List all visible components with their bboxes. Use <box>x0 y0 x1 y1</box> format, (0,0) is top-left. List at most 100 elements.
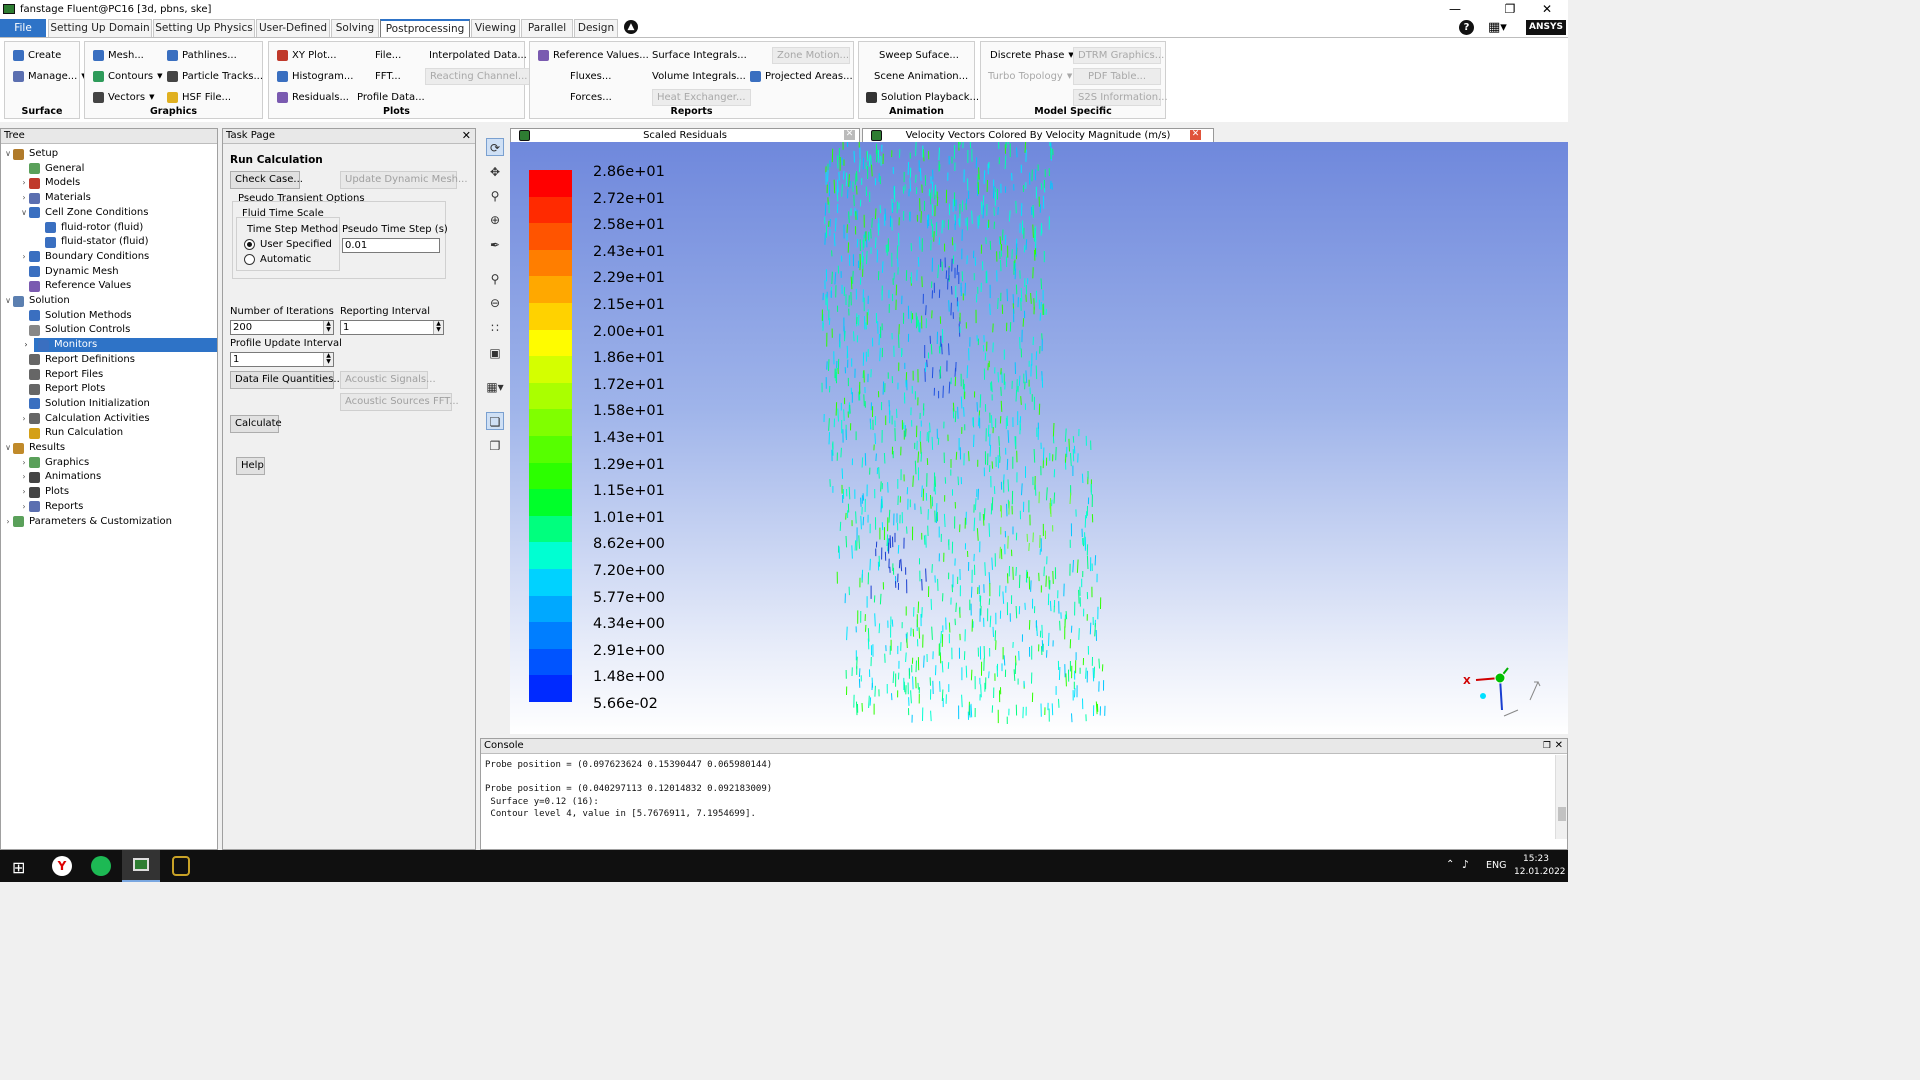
tree-expand-icon[interactable]: › <box>22 457 26 467</box>
acoustic-sources-fft-button[interactable]: Acoustic Sources FFT... <box>340 393 459 411</box>
hsf-file-button[interactable]: HSF File... <box>163 89 235 106</box>
tree-item[interactable]: Reference Values <box>19 279 131 293</box>
windows-start-icon[interactable]: ⊞ <box>12 858 26 877</box>
tree-item[interactable]: › Plots <box>19 485 69 499</box>
tree-item[interactable]: Dynamic Mesh <box>19 265 119 279</box>
fluxes-button[interactable]: Fluxes... <box>570 71 612 82</box>
residuals-button[interactable]: Residuals... <box>273 89 353 106</box>
vectors-button[interactable]: Vectors ▼ <box>89 89 158 106</box>
tree-item[interactable]: General <box>19 162 84 176</box>
tab-solving[interactable]: Solving <box>331 19 379 37</box>
league-of-legends-icon[interactable] <box>172 856 190 876</box>
layout-icon[interactable]: ▦▾ <box>1488 20 1507 35</box>
iterations-spinner[interactable]: ▲ ▼ <box>323 321 333 334</box>
tab-design[interactable]: Design <box>574 19 618 37</box>
tree-expand-icon[interactable]: › <box>24 340 28 350</box>
mesh-button[interactable]: Mesh... <box>89 47 148 64</box>
zoom-icon[interactable]: ⚲ <box>490 189 500 203</box>
pathlines-button[interactable]: Pathlines... <box>163 47 241 64</box>
solution-playback-button[interactable]: Solution Playback... <box>862 89 983 106</box>
pseudo-time-step-input[interactable]: 0.01 <box>342 238 440 253</box>
xy-plot-button[interactable]: XY Plot... <box>273 47 341 64</box>
tree-item[interactable]: › Materials <box>19 191 91 205</box>
manage-button[interactable]: Manage...▼ <box>9 68 91 85</box>
profile-update-interval-input[interactable]: 1 ▲ ▼ <box>230 352 334 367</box>
zoom-out-icon[interactable]: ⊖ <box>489 296 501 310</box>
console-scrollbar[interactable] <box>1555 755 1567 839</box>
projected-areas-button[interactable]: Projected Areas... <box>746 68 857 85</box>
tree-item[interactable]: ∨ Cell Zone Conditions <box>19 206 148 220</box>
acoustic-signals-button[interactable]: Acoustic Signals... <box>340 371 436 389</box>
data-file-quantities-button[interactable]: Data File Quantities... <box>230 371 343 389</box>
particle-tracks-button[interactable]: Particle Tracks... <box>163 68 267 85</box>
tree-expand-icon[interactable]: › <box>22 178 26 188</box>
tree-item[interactable]: Solution Controls <box>19 323 130 337</box>
reference-values-button[interactable]: Reference Values... <box>534 47 653 64</box>
tree-item[interactable]: › Models <box>19 176 80 190</box>
zoom-in-icon[interactable]: ⊕ <box>489 213 501 227</box>
tree-item[interactable]: › Boundary Conditions <box>19 250 149 264</box>
tab-parallel[interactable]: Parallel <box>521 19 573 37</box>
tree-item[interactable]: › Parameters & Customization <box>3 515 172 529</box>
tree-expand-icon[interactable]: › <box>22 413 26 423</box>
tree-item[interactable]: › Monitors <box>24 338 217 353</box>
tray-chevron-icon[interactable]: ⌃ <box>1446 859 1455 870</box>
iterations-input[interactable]: 200 ▲ ▼ <box>230 320 334 335</box>
close-residuals-tab-icon[interactable]: ✕ <box>844 129 855 140</box>
automatic-radio[interactable] <box>244 254 255 265</box>
plot-file-button[interactable]: File... <box>375 50 402 61</box>
tree-item[interactable]: › Reports <box>19 500 83 514</box>
tree-expand-icon[interactable]: › <box>6 516 10 526</box>
interpolated-data-button[interactable]: Interpolated Data... <box>429 50 527 61</box>
tree-item[interactable]: ∨ Results <box>3 441 65 455</box>
pan-icon[interactable]: ✥ <box>489 165 501 179</box>
volume-integrals-button[interactable]: Volume Integrals... <box>652 71 746 82</box>
tab-viewing[interactable]: Viewing <box>471 19 520 37</box>
tree-item[interactable]: fluid-stator (fluid) <box>35 235 149 249</box>
surface-integrals-button[interactable]: Surface Integrals... <box>652 50 747 61</box>
tree-item[interactable]: Solution Methods <box>19 309 132 323</box>
close-console-icon[interactable]: ✕ <box>1554 740 1563 751</box>
tree-item[interactable]: Report Files <box>19 368 103 382</box>
clock[interactable]: 15:23 12.01.2022 <box>1514 853 1566 879</box>
tree-item[interactable]: Report Plots <box>19 382 105 396</box>
sweep-surface-button[interactable]: Sweep Suface... <box>879 50 959 61</box>
fluent-taskbar-button[interactable] <box>122 850 160 882</box>
fit-to-window-icon[interactable]: ⚲ <box>490 272 500 286</box>
close-task-page-icon[interactable]: ✕ <box>461 129 471 142</box>
language-indicator[interactable]: ENG <box>1486 860 1507 871</box>
tree-item[interactable]: ∨ Setup <box>3 147 58 161</box>
check-case-button[interactable]: Check Case... <box>230 171 303 189</box>
fft-button[interactable]: FFT... <box>375 71 401 82</box>
create-button[interactable]: Create <box>9 47 65 64</box>
profile-data-button[interactable]: Profile Data... <box>357 92 425 103</box>
tree-expand-icon[interactable]: › <box>22 193 26 203</box>
tree-item[interactable]: › Animations <box>19 470 101 484</box>
turbo-topology-button[interactable]: Turbo Topology ▼ <box>988 71 1073 82</box>
histogram-button[interactable]: Histogram... <box>273 68 357 85</box>
tab-file[interactable]: File <box>0 19 46 37</box>
tree-expand-icon[interactable]: › <box>22 472 26 482</box>
minimize-button[interactable]: — <box>1449 2 1461 16</box>
close-vectors-tab-icon[interactable]: ✕ <box>1190 129 1201 140</box>
tree-expand-icon[interactable]: › <box>22 501 26 511</box>
probe-icon[interactable]: ✒ <box>489 238 501 252</box>
calculate-button[interactable]: Calculate <box>230 415 282 433</box>
spotify-icon[interactable] <box>91 856 111 876</box>
help-icon[interactable]: ? <box>1459 20 1474 35</box>
update-dynamic-mesh-button[interactable]: Update Dynamic Mesh... <box>340 171 468 189</box>
user-specified-radio[interactable] <box>244 239 255 250</box>
scene-animation-button[interactable]: Scene Animation... <box>874 71 969 82</box>
tree-expand-icon[interactable]: › <box>22 487 26 497</box>
help-button[interactable]: Help <box>236 457 265 475</box>
tree-expand-icon[interactable]: ∨ <box>21 207 27 217</box>
reporting-interval-input[interactable]: 1 ▲ ▼ <box>340 320 444 335</box>
tree-expand-icon[interactable]: ∨ <box>5 149 11 158</box>
tree-item[interactable]: › Calculation Activities <box>19 412 150 426</box>
tree-expand-icon[interactable]: ∨ <box>5 443 11 452</box>
tab-scaled-residuals[interactable]: Scaled Residuals ✕ <box>510 128 860 142</box>
tree-expand-icon[interactable]: › <box>22 251 26 261</box>
graphics-viewport[interactable]: 2.86e+01 2.72e+01 2.58e+01 2.43e+01 2.29e+01… <box>510 142 1568 734</box>
views-dropdown-icon[interactable]: ▦▾ <box>486 380 504 394</box>
console-output[interactable]: Probe position = (0.097623624 0.15390447… <box>485 759 772 820</box>
